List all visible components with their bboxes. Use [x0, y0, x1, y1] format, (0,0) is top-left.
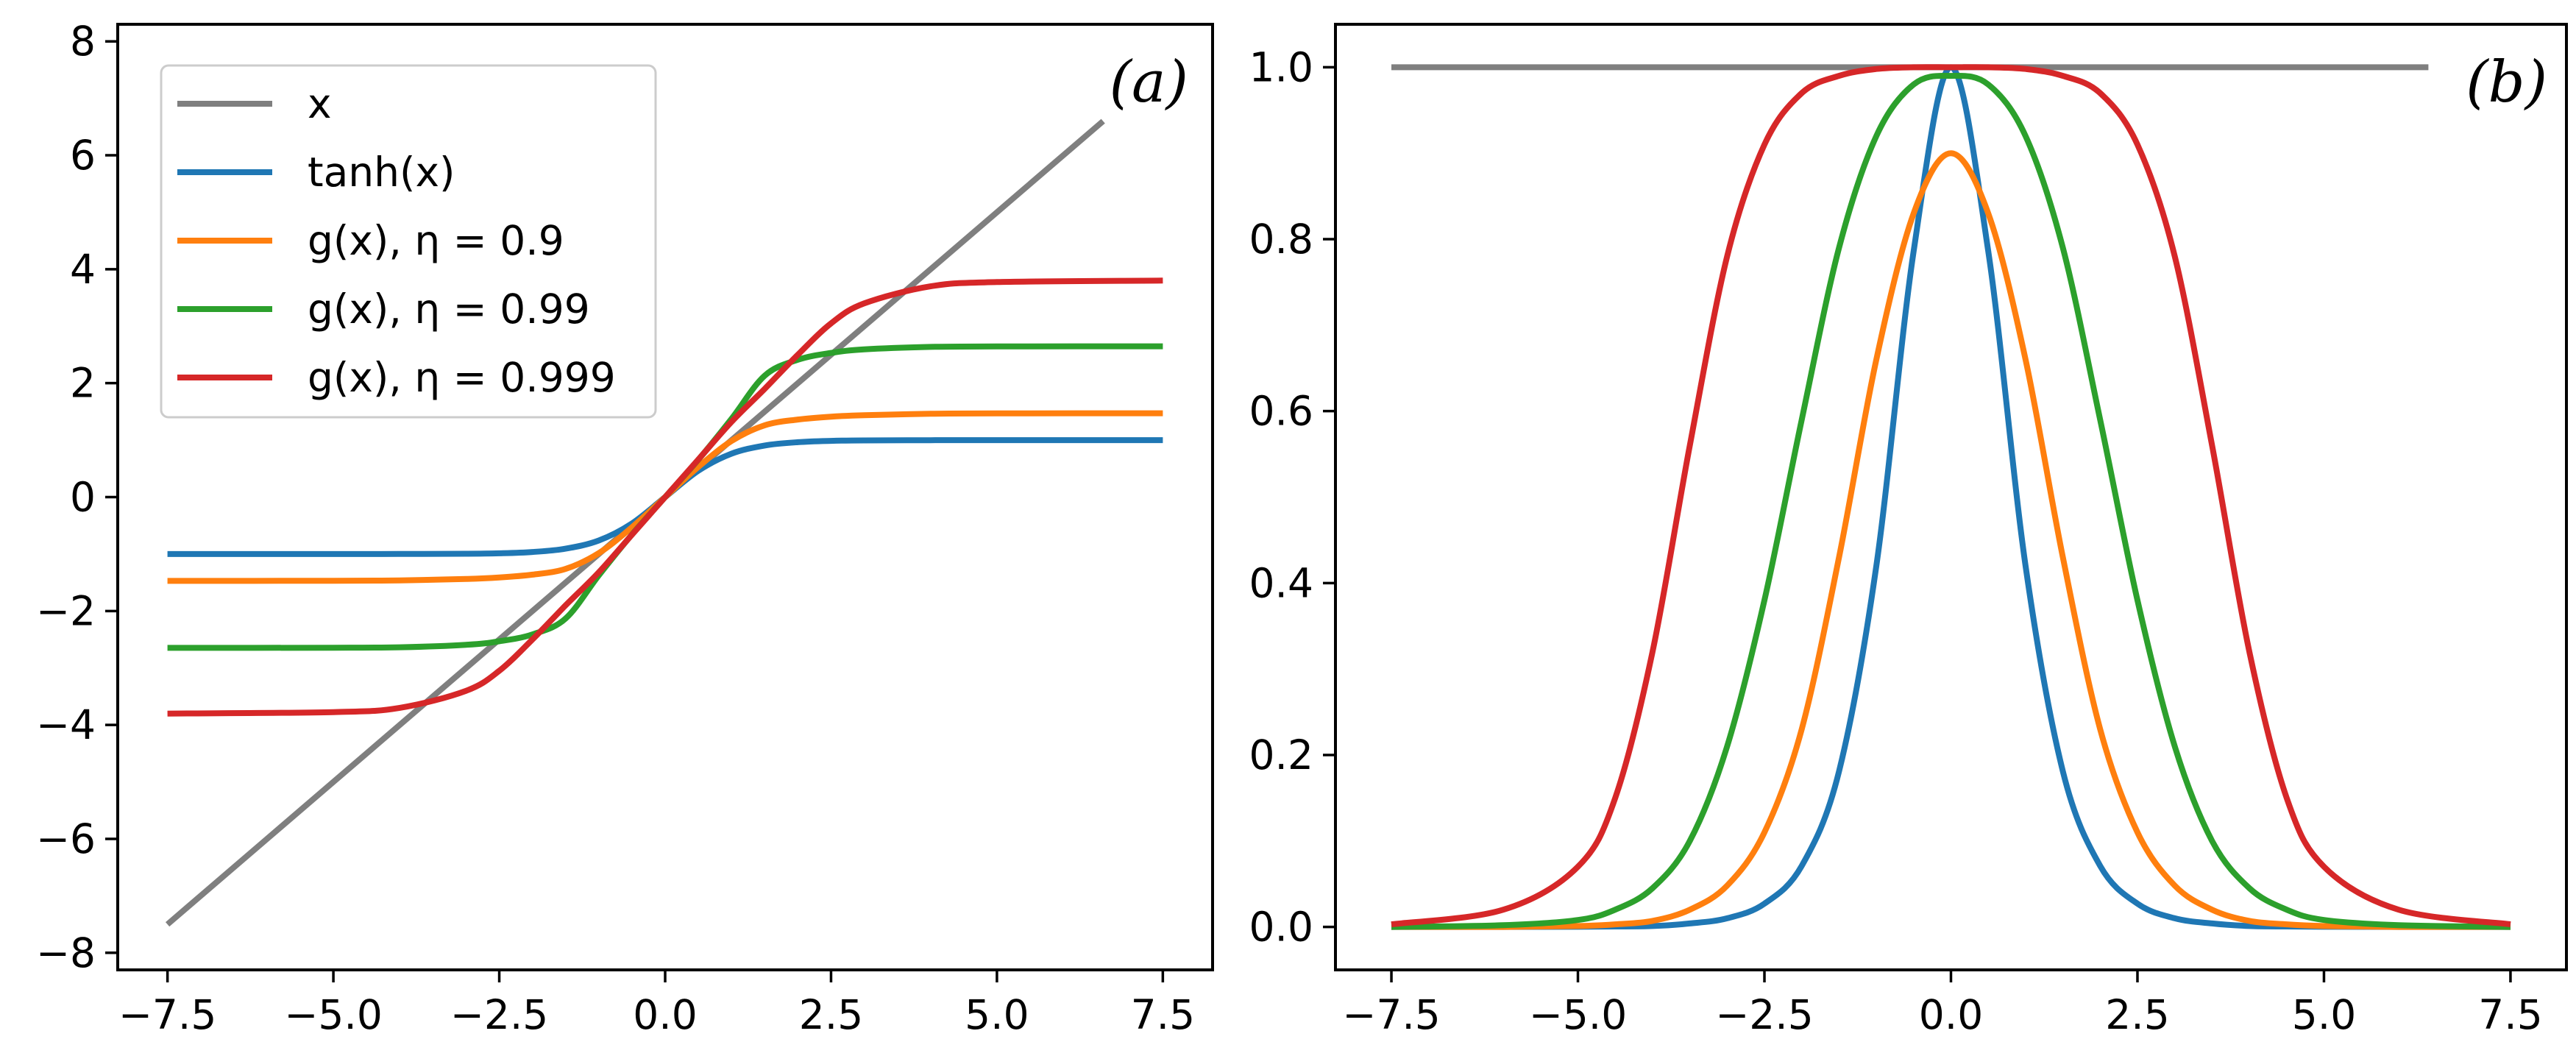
panel-a-series-g-0-999	[167, 277, 1163, 717]
x-tick-label: −7.5	[118, 991, 217, 1038]
legend-label: g(x), η = 0.9	[308, 217, 564, 264]
panel-a-y-axis: −8 −6 −4 −2 0 2 4 6 8	[36, 18, 118, 977]
panel-b-series-g-0-99	[1391, 73, 2511, 930]
panel-b-series	[1391, 64, 2511, 930]
y-tick-label: −6	[36, 815, 96, 862]
legend-label: g(x), η = 0.999	[308, 354, 616, 401]
panel-b-chart: −7.5 −5.0 −2.5 0.0 2.5 5.0 7.5 0.0 0.2 0.4 0.6 0.8…	[1249, 23, 2568, 1038]
legend-label: tanh(x)	[308, 149, 455, 196]
panel-a-x-axis: −7.5 −5.0 −2.5 0.0 2.5 5.0 7.5	[118, 970, 1195, 1038]
panel-a-label: (a)	[1110, 49, 1188, 116]
x-tick-label: −2.5	[450, 991, 549, 1038]
panel-b-series-tanh	[1391, 64, 2511, 930]
y-tick-label: 8	[70, 18, 96, 65]
legend-label: g(x), η = 0.99	[308, 286, 590, 333]
y-tick-label: 0.0	[1249, 904, 1313, 951]
y-tick-label: 0.8	[1249, 216, 1313, 263]
panel-a-series	[165, 118, 1163, 927]
panel-b-label: (b)	[2466, 49, 2547, 116]
panel-b-x-axis: −7.5 −5.0 −2.5 0.0 2.5 5.0 7.5	[1342, 970, 2543, 1038]
x-tick-label: 2.5	[799, 991, 863, 1038]
y-tick-label: −2	[36, 587, 96, 634]
x-tick-label: 7.5	[2478, 991, 2542, 1038]
x-tick-label: 5.0	[2292, 991, 2356, 1038]
legend-frame	[160, 64, 657, 419]
x-tick-label: 7.5	[1131, 991, 1195, 1038]
panel-b-axes-frame	[1334, 23, 2568, 971]
x-tick-label: 0.0	[1919, 991, 1983, 1038]
y-tick-label: 0.4	[1249, 559, 1313, 606]
y-tick-label: 4	[70, 246, 96, 293]
x-tick-label: −5.0	[284, 991, 383, 1038]
legend-label: x	[308, 80, 332, 127]
panel-a-chart: −7.5 −5.0 −2.5 0.0 2.5 5.0 7.5 −8 −6 −4 −2 0 2 4 6 8 (…	[36, 18, 1214, 1038]
panel-b-series-g-0-9	[1391, 150, 2511, 930]
y-tick-label: 6	[70, 132, 96, 179]
x-tick-label: −5.0	[1529, 991, 1628, 1038]
y-tick-label: 2	[70, 360, 96, 407]
y-tick-label: −8	[36, 929, 96, 977]
y-tick-label: 0.6	[1249, 388, 1313, 435]
panel-b-series-g-0-999	[1391, 64, 2511, 928]
x-tick-label: −2.5	[1715, 991, 1814, 1038]
panel-b-y-axis: 0.0 0.2 0.4 0.6 0.8 1.0	[1249, 43, 1335, 951]
y-tick-label: 0	[70, 474, 96, 521]
x-tick-label: 2.5	[2105, 991, 2169, 1038]
panel-a-legend: x tanh(x) g(x), η = 0.9 g(x), η = 0.99 g(x),…	[160, 64, 657, 419]
x-tick-label: 5.0	[965, 991, 1029, 1038]
y-tick-label: 0.2	[1249, 731, 1313, 779]
x-tick-label: 0.0	[633, 991, 697, 1038]
y-tick-label: −4	[36, 701, 96, 748]
y-tick-label: 1.0	[1249, 43, 1313, 91]
x-tick-label: −7.5	[1342, 991, 1441, 1038]
